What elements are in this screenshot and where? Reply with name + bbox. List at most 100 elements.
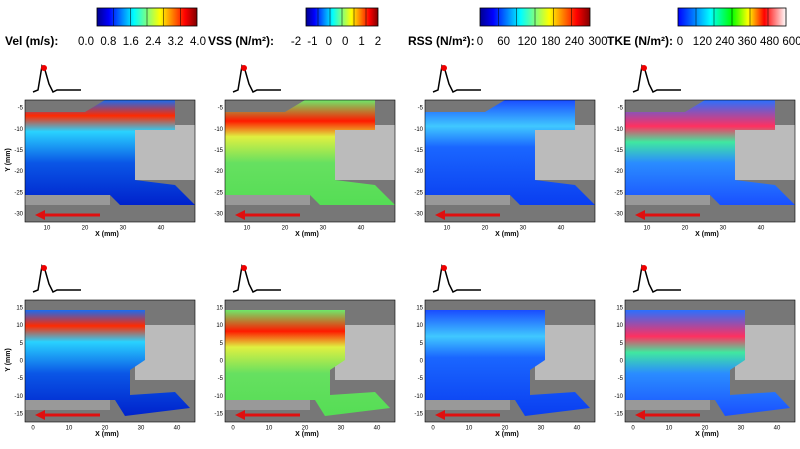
x-tick-label: 20 bbox=[702, 426, 709, 432]
colorbar-label: RSS (N/m²): bbox=[408, 34, 475, 48]
y-tick-label: -25 bbox=[414, 190, 423, 196]
y-tick-label: -5 bbox=[218, 376, 224, 382]
y-tick-label: -5 bbox=[218, 106, 224, 112]
y-tick-label: -15 bbox=[14, 148, 23, 154]
colorbar-label: VSS (N/m²): bbox=[208, 34, 274, 48]
y-tick-label: 10 bbox=[216, 323, 223, 329]
x-tick-label: 40 bbox=[774, 426, 781, 432]
x-tick-label: 30 bbox=[720, 226, 727, 232]
plot-frame bbox=[24, 299, 196, 423]
colorbar-tick: 240 bbox=[715, 36, 734, 48]
plot-frame bbox=[424, 99, 596, 223]
y-axis-label: Y (mm) bbox=[5, 348, 12, 372]
phase-marker bbox=[641, 65, 647, 71]
y-tick-label: -15 bbox=[14, 412, 23, 418]
y-tick-label: 15 bbox=[216, 306, 223, 312]
x-tick-label: 30 bbox=[738, 426, 745, 432]
y-axis-label: Y (mm) bbox=[5, 148, 12, 172]
flow-arrow-head bbox=[35, 410, 45, 420]
phase-marker bbox=[241, 65, 247, 71]
x-axis-label: X (mm) bbox=[695, 231, 719, 238]
x-tick-label: 20 bbox=[102, 426, 109, 432]
colorbar-tick: 600 bbox=[782, 36, 800, 48]
x-tick-label: 10 bbox=[244, 226, 251, 232]
x-tick-label: 40 bbox=[574, 426, 581, 432]
y-tick-label: -5 bbox=[618, 376, 624, 382]
y-tick-label: -15 bbox=[414, 412, 423, 418]
waveform bbox=[232, 64, 281, 94]
y-tick-label: -5 bbox=[418, 106, 424, 112]
wall bbox=[225, 195, 310, 205]
y-tick-label: 0 bbox=[620, 359, 624, 365]
x-axis-label: X (mm) bbox=[295, 431, 319, 438]
y-tick-label: 5 bbox=[220, 341, 224, 347]
waveform bbox=[432, 264, 481, 294]
x-tick-label: 40 bbox=[174, 426, 181, 432]
y-tick-label: 10 bbox=[616, 323, 623, 329]
phase-marker bbox=[41, 265, 47, 271]
x-tick-label: 30 bbox=[120, 226, 127, 232]
y-tick-label: 15 bbox=[16, 306, 23, 312]
flow-field bbox=[425, 100, 595, 205]
y-tick-label: 5 bbox=[20, 341, 24, 347]
x-tick-label: 0 bbox=[631, 426, 635, 432]
y-tick-label: -10 bbox=[214, 127, 223, 133]
y-tick-label: -30 bbox=[14, 212, 23, 218]
x-axis-label: X (mm) bbox=[95, 231, 119, 238]
x-tick-label: 20 bbox=[682, 226, 689, 232]
x-tick-label: 30 bbox=[538, 426, 545, 432]
phase-marker bbox=[441, 65, 447, 71]
phase-marker bbox=[41, 65, 47, 71]
y-tick-label: -25 bbox=[614, 190, 623, 196]
y-tick-label: 0 bbox=[220, 359, 224, 365]
x-tick-label: 30 bbox=[138, 426, 145, 432]
x-tick-label: 20 bbox=[482, 226, 489, 232]
x-tick-label: 10 bbox=[466, 426, 473, 432]
colorbar-tick: 1 bbox=[358, 36, 364, 48]
colorbar-label: TKE (N/m²): bbox=[607, 34, 673, 48]
y-tick-label: -15 bbox=[214, 412, 223, 418]
nozzle bbox=[535, 125, 595, 180]
y-tick-label: 0 bbox=[420, 359, 424, 365]
x-tick-label: 20 bbox=[282, 226, 289, 232]
y-tick-label: -20 bbox=[414, 169, 423, 175]
flow-field bbox=[425, 310, 590, 416]
nozzle bbox=[735, 125, 795, 180]
flow-arrow-head bbox=[235, 410, 245, 420]
waveform bbox=[632, 64, 681, 94]
y-tick-label: 10 bbox=[416, 323, 423, 329]
y-tick-label: -25 bbox=[214, 190, 223, 196]
wall bbox=[625, 195, 710, 205]
x-tick-label: 30 bbox=[520, 226, 527, 232]
colorbar-tick: 120 bbox=[518, 36, 537, 48]
colorbar-tick: 60 bbox=[497, 36, 510, 48]
wall bbox=[425, 400, 510, 410]
y-tick-label: -20 bbox=[214, 169, 223, 175]
x-tick-label: 40 bbox=[358, 226, 365, 232]
nozzle bbox=[335, 125, 395, 180]
phase-marker bbox=[441, 265, 447, 271]
x-tick-label: 30 bbox=[338, 426, 345, 432]
wall bbox=[225, 400, 310, 410]
plot-frame bbox=[24, 99, 196, 223]
y-tick-label: -15 bbox=[614, 148, 623, 154]
x-tick-label: 40 bbox=[158, 226, 165, 232]
x-axis-label: X (mm) bbox=[295, 231, 319, 238]
y-tick-label: -30 bbox=[414, 212, 423, 218]
y-tick-label: -10 bbox=[214, 394, 223, 400]
flow-arrow-head bbox=[635, 410, 645, 420]
x-tick-label: 10 bbox=[266, 426, 273, 432]
flow-field bbox=[225, 310, 390, 416]
wall bbox=[25, 400, 110, 410]
y-tick-label: -15 bbox=[214, 148, 223, 154]
x-tick-label: 10 bbox=[644, 226, 651, 232]
y-tick-label: -15 bbox=[614, 412, 623, 418]
y-tick-label: -25 bbox=[14, 190, 23, 196]
y-tick-label: 5 bbox=[420, 341, 424, 347]
y-tick-label: -10 bbox=[14, 394, 23, 400]
flow-field bbox=[25, 310, 190, 416]
x-axis-label: X (mm) bbox=[95, 431, 119, 438]
plot-frame bbox=[624, 299, 796, 423]
colorbar-tick: 0 bbox=[477, 36, 483, 48]
